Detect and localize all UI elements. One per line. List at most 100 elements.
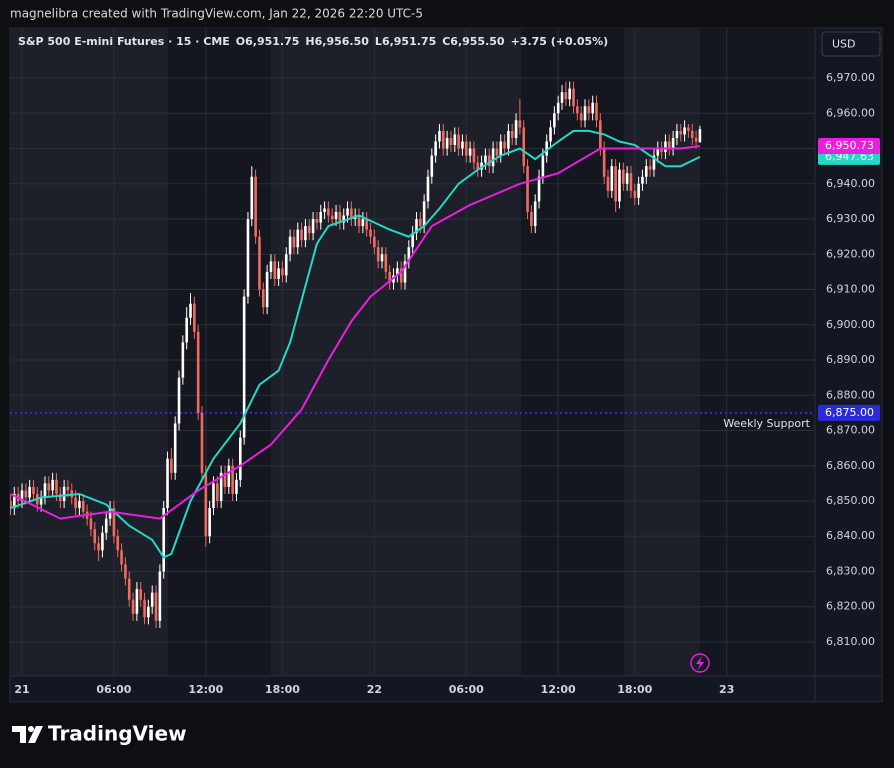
alert-icon[interactable] <box>690 653 710 673</box>
candle-body <box>507 130 510 149</box>
candle-body <box>269 261 273 272</box>
candle-body <box>533 201 537 227</box>
candle-body <box>39 497 43 505</box>
currency-button[interactable] <box>821 31 881 57</box>
y-tick-label: 6,970.00 <box>826 71 875 84</box>
candle-body <box>74 497 77 509</box>
candle-body <box>185 317 188 343</box>
candle-body <box>277 268 280 279</box>
candle-body <box>671 137 675 149</box>
candle-body <box>419 219 422 227</box>
candle-body <box>28 486 31 498</box>
candle-body <box>212 483 215 509</box>
candle-body <box>193 303 196 332</box>
currency: USD <box>832 38 856 51</box>
candle-body <box>235 479 238 494</box>
candle-body <box>338 211 342 223</box>
candle-body <box>415 219 418 234</box>
moving-average <box>10 145 701 520</box>
candle-body <box>55 479 58 494</box>
legend-text: 6,951.75 <box>382 35 436 48</box>
candle-body <box>530 211 533 227</box>
candle-body <box>296 229 300 248</box>
candle-body <box>656 148 660 156</box>
candle-body <box>660 148 663 153</box>
y-tick-label: 6,920.00 <box>826 247 875 260</box>
candle-body <box>58 493 62 502</box>
candle-body <box>227 465 231 487</box>
candle-body <box>572 88 575 107</box>
candle-body <box>556 102 560 114</box>
candle-body <box>365 219 368 230</box>
candle-body <box>399 268 403 283</box>
candle-body <box>158 571 162 621</box>
brand-logo <box>12 726 43 743</box>
candle-body <box>541 155 545 177</box>
y-tick-label: 6,860.00 <box>826 459 875 472</box>
candle-body <box>610 166 614 191</box>
y-tick-label: 6,840.00 <box>826 529 875 542</box>
candle-body <box>265 271 269 308</box>
logo-shape <box>12 726 26 743</box>
y-tick-label: 6,960.00 <box>826 106 875 119</box>
candle-body <box>97 543 100 551</box>
candle-body <box>147 606 150 618</box>
legend-text: L <box>375 35 382 48</box>
y-tick-label: 6,930.00 <box>826 212 875 225</box>
candle-body <box>216 483 219 502</box>
candle-body <box>622 169 625 184</box>
candle-body <box>346 208 349 216</box>
x-tick-label: 12:00 <box>188 683 223 696</box>
candle-body <box>595 102 598 121</box>
candle-body <box>315 219 319 223</box>
candle-body <box>154 592 158 621</box>
candle-body <box>480 162 483 170</box>
candle-body <box>679 130 683 135</box>
session-shade <box>700 28 815 676</box>
candle-body <box>330 215 334 220</box>
x-tick-label: 21 <box>14 683 29 696</box>
candle-body <box>667 141 671 149</box>
candle-body <box>250 176 254 220</box>
candle-body <box>606 176 610 191</box>
y-tick-label: 6,880.00 <box>826 388 875 401</box>
axes: 6,810.00 6,820.00 6,830.00 6,840.00 6,850.00… <box>14 71 880 696</box>
logo-shape <box>28 726 34 732</box>
candle-body <box>690 130 694 138</box>
candle-body <box>438 130 441 142</box>
candle-body <box>633 190 637 198</box>
candle-body <box>664 141 667 153</box>
candle-body <box>238 437 242 480</box>
candle-body <box>602 148 606 177</box>
candle-body <box>292 236 296 248</box>
candle-body <box>24 490 28 498</box>
candle-body <box>127 578 131 600</box>
candle-body <box>350 208 353 220</box>
candle-body <box>20 490 24 502</box>
candle-body <box>93 529 97 544</box>
candle-body <box>304 226 307 241</box>
candle-body <box>89 518 93 530</box>
legend-text: H <box>305 35 314 48</box>
candle-body <box>231 465 234 494</box>
y-tick-label: 6,900.00 <box>826 318 875 331</box>
support-text: Weekly Support <box>723 417 810 430</box>
candle-body <box>449 137 453 146</box>
candle-body <box>66 486 70 491</box>
candle-body <box>461 141 464 149</box>
candle-body <box>687 127 690 131</box>
candle-body <box>495 148 499 156</box>
candle-body <box>648 166 652 170</box>
candle-body <box>200 412 204 473</box>
candle-body <box>553 113 556 128</box>
candle-body <box>204 472 208 537</box>
y-tick-label: 6,870.00 <box>826 424 875 437</box>
candle-body <box>453 134 457 146</box>
candle-body <box>514 120 518 138</box>
candle-body <box>177 377 181 424</box>
candle-body <box>407 247 411 262</box>
candle-body <box>618 169 621 202</box>
x-tick-label: 23 <box>719 683 734 696</box>
